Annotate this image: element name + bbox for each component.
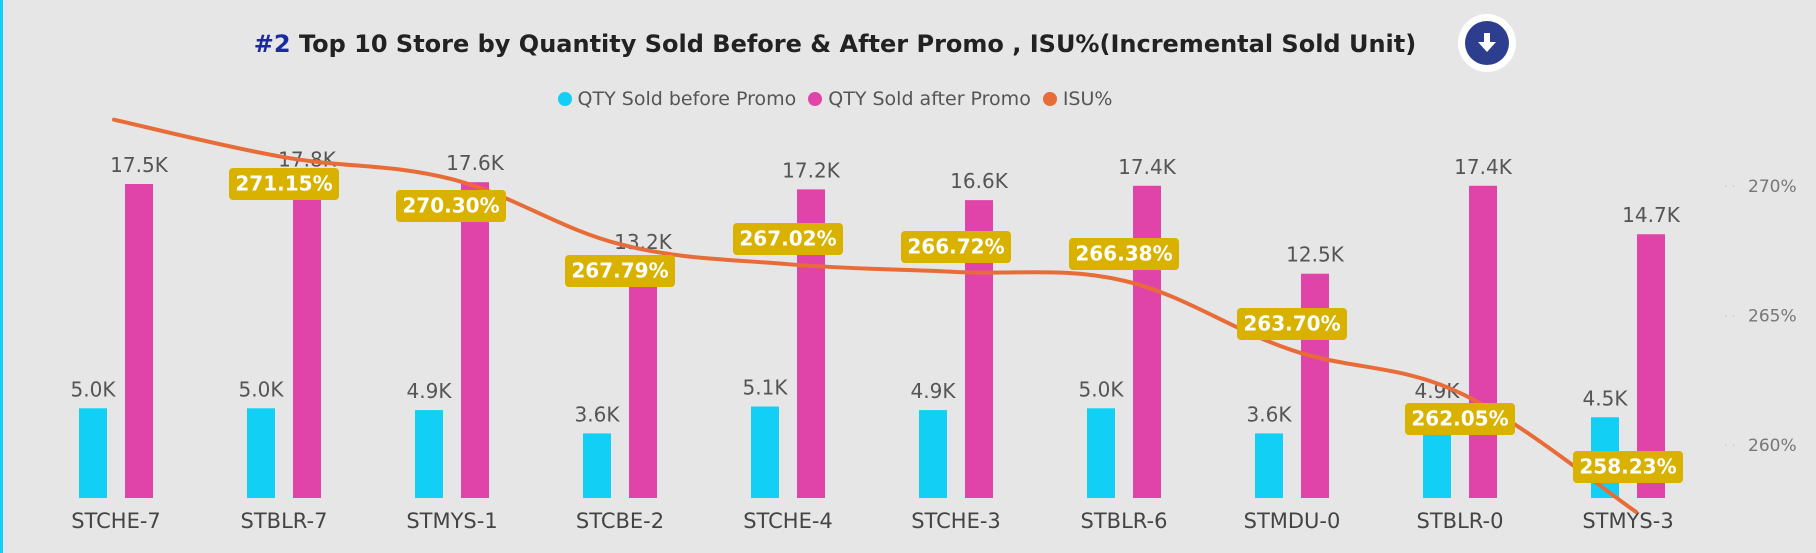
isu-data-label: 267.79% xyxy=(571,259,668,283)
bar-before-promo-label: 5.0K xyxy=(1079,377,1125,401)
x-axis-tick-label: STMDU-0 xyxy=(1244,509,1341,533)
isu-data-label: 271.15% xyxy=(235,172,332,196)
isu-data-label: 263.70% xyxy=(1243,312,1340,336)
y-axis-right-tick-dots: · · xyxy=(1724,180,1735,194)
isu-data-label-box xyxy=(396,190,506,222)
bar-after-promo-label: 12.5K xyxy=(1286,243,1345,267)
x-axis-tick-label: STMYS-3 xyxy=(1582,509,1673,533)
isu-data-label-box xyxy=(733,223,843,255)
legend-marker-after xyxy=(808,92,823,106)
bar-after-promo-label: 16.6K xyxy=(950,169,1009,193)
bar-before-promo xyxy=(415,410,443,498)
bar-before-promo-label: 4.9K xyxy=(407,379,453,403)
legend-item-after: QTY Sold after Promo xyxy=(808,88,1031,110)
arrow-down-circle-icon xyxy=(1465,21,1509,65)
y-axis-right-tick-dots: · · xyxy=(1724,309,1735,323)
x-axis-tick-label: STCHE-4 xyxy=(743,509,833,533)
x-axis-tick-label: STCBE-2 xyxy=(576,509,664,533)
bar-before-promo xyxy=(919,410,947,498)
bar-before-promo-label: 4.5K xyxy=(1583,386,1629,410)
legend-label-isu: ISU% xyxy=(1062,88,1113,110)
bar-before-promo xyxy=(583,433,611,498)
y-axis-right-tick-label: 265% xyxy=(1748,307,1797,327)
chart-title: #2 Top 10 Store by Quantity Sold Before … xyxy=(0,30,1670,58)
isu-data-label: 262.05% xyxy=(1411,407,1508,431)
bar-before-promo-label: 5.0K xyxy=(71,377,117,401)
legend-label-after: QTY Sold after Promo xyxy=(828,88,1031,110)
isu-data-label-box xyxy=(1573,451,1683,483)
isu-data-label: 266.38% xyxy=(1075,242,1172,266)
isu-data-label: 266.72% xyxy=(907,235,1004,259)
x-axis-tick-label: STCHE-3 xyxy=(911,509,1001,533)
bar-after-promo-label: 17.6K xyxy=(446,151,505,175)
download-button[interactable] xyxy=(1458,14,1516,72)
isu-data-label-box xyxy=(901,231,1011,263)
x-axis-tick-label: STBLR-7 xyxy=(241,509,328,533)
bar-after-promo-label: 17.4K xyxy=(1454,155,1513,179)
chart-legend: QTY Sold before Promo QTY Sold after Pro… xyxy=(0,88,1670,110)
bar-before-promo xyxy=(79,408,107,498)
legend-item-isu: ISU% xyxy=(1042,88,1113,110)
isu-data-label-box xyxy=(1237,308,1347,340)
bar-after-promo xyxy=(629,261,657,498)
legend-label-before: QTY Sold before Promo xyxy=(577,88,797,110)
legend-marker-isu xyxy=(1042,92,1057,106)
isu-data-label-box xyxy=(565,255,675,287)
bar-after-promo xyxy=(461,182,489,498)
y-axis-right-tick-dots: · · xyxy=(1724,439,1735,453)
y-axis-right-tick-label: 270% xyxy=(1748,177,1797,197)
bar-after-promo-label: 17.4K xyxy=(1118,155,1177,179)
bar-before-promo xyxy=(247,408,275,498)
bar-before-promo-label: 4.9K xyxy=(911,379,957,403)
left-accent-bar xyxy=(0,0,3,553)
bar-after-promo xyxy=(1301,273,1329,498)
bar-after-promo xyxy=(1469,185,1497,498)
bar-before-promo-label: 3.6K xyxy=(575,402,621,426)
bar-before-promo xyxy=(751,406,779,498)
bar-before-promo-label: 5.1K xyxy=(743,375,789,399)
x-axis-tick-label: STBLR-6 xyxy=(1081,509,1168,533)
isu-data-label: 267.02% xyxy=(739,227,836,251)
isu-data-label-box xyxy=(1405,403,1515,435)
bar-after-promo-label: 17.2K xyxy=(782,158,841,182)
bar-after-promo xyxy=(125,184,153,498)
y-axis-right-tick-label: 260% xyxy=(1748,436,1797,456)
bar-before-promo-label: 3.6K xyxy=(1247,402,1293,426)
bar-before-promo xyxy=(1255,433,1283,498)
bar-after-promo-label: 14.7K xyxy=(1622,203,1681,227)
x-axis-tick-label: STBLR-0 xyxy=(1417,509,1504,533)
bar-after-promo xyxy=(1133,185,1161,498)
isu-line xyxy=(112,117,1638,514)
chart-title-text: Top 10 Store by Quantity Sold Before & A… xyxy=(290,30,1417,58)
isu-data-label-box xyxy=(1069,238,1179,270)
bar-before-promo xyxy=(1087,408,1115,498)
isu-data-label: 270.30% xyxy=(402,194,499,218)
bar-after-promo-label: 17.5K xyxy=(110,153,169,177)
isu-data-label-box xyxy=(229,168,339,200)
chart-title-number: #2 xyxy=(253,30,291,58)
isu-data-label: 258.23% xyxy=(1579,455,1676,479)
x-axis-tick-label: STMYS-1 xyxy=(406,509,497,533)
bar-after-promo xyxy=(293,178,321,499)
bar-before-promo-label: 5.0K xyxy=(239,377,285,401)
x-axis-tick-label: STCHE-7 xyxy=(71,509,161,533)
legend-item-before: QTY Sold before Promo xyxy=(557,88,797,110)
legend-marker-before xyxy=(557,92,572,106)
